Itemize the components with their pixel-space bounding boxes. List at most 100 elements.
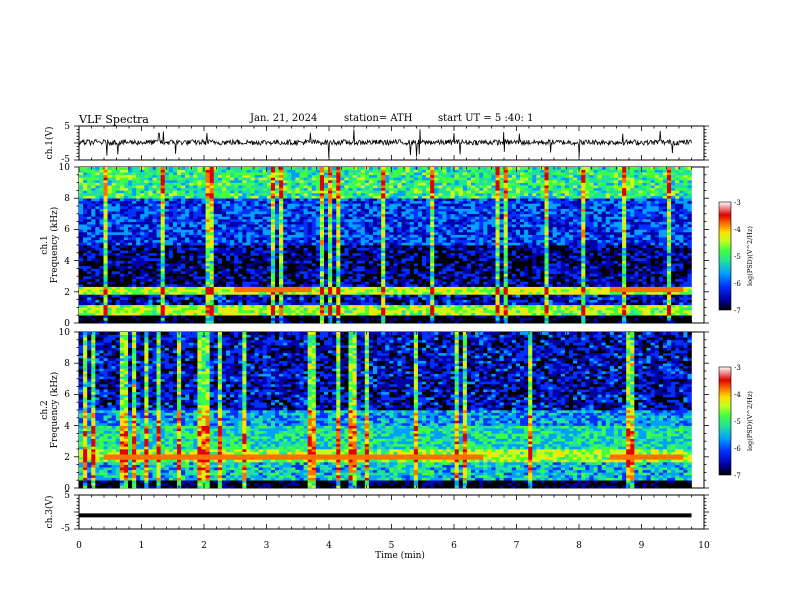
spectrogram-cell — [238, 247, 243, 251]
spectrogram-cell — [136, 239, 141, 243]
spectrogram-cell — [344, 239, 349, 243]
spectrogram-cell — [107, 234, 112, 238]
spectrogram-cell — [524, 304, 529, 308]
spectrogram-cell — [573, 299, 578, 303]
spectrogram-cell — [307, 247, 313, 251]
spectrogram-cell — [491, 247, 496, 251]
spectrogram-cell — [585, 268, 590, 272]
spectrogram-cell — [193, 304, 198, 308]
spectrogram-cell — [389, 310, 394, 313]
spectrogram-cell — [177, 302, 182, 306]
spectrogram-cell — [344, 286, 349, 290]
spectrogram-cell — [507, 281, 513, 285]
spectrogram-cell — [83, 281, 88, 285]
spectrogram-cell — [622, 245, 627, 248]
spectrogram-cell — [177, 289, 182, 293]
spectrogram-cell — [479, 317, 484, 321]
spectrogram-cell — [336, 317, 341, 321]
spectrogram-cell — [213, 234, 219, 238]
spectrogram-cell — [438, 320, 443, 324]
spectrogram-cell — [675, 307, 680, 311]
spectrogram-cell — [336, 294, 341, 298]
spectrogram-cell — [111, 268, 117, 272]
spectrogram-cell — [238, 242, 243, 246]
spectrogram-cell — [128, 320, 133, 324]
spectrogram-cell — [683, 284, 688, 287]
spectrogram-cell — [377, 284, 382, 287]
spectrogram-cell — [622, 312, 627, 316]
spectrogram-cell — [115, 307, 121, 311]
spectrogram-cell — [536, 286, 541, 290]
spectrogram-cell — [79, 263, 84, 267]
spectrogram-cell — [340, 294, 345, 298]
spectrogram-cell — [515, 291, 521, 295]
spectrogram-cell — [144, 297, 149, 300]
spectrogram-cell — [152, 281, 157, 285]
spectrogram-cell — [160, 289, 166, 293]
spectrogram-cell — [348, 255, 353, 259]
spectrogram-cell — [479, 245, 484, 248]
spectrogram-cell — [434, 317, 439, 321]
spectrogram-cell — [471, 297, 476, 300]
spectrogram-cell — [597, 317, 602, 321]
spectrogram-cell — [434, 245, 439, 248]
spectrogram-cell — [262, 276, 268, 280]
spectrogram-cell — [454, 278, 460, 282]
spectrogram-cell — [593, 320, 598, 324]
spectrogram-cell — [671, 286, 676, 290]
spectrogram-cell — [569, 278, 574, 282]
spectrogram-cell — [548, 294, 553, 298]
spectrogram-cell — [605, 278, 611, 282]
spectrogram-cell — [168, 291, 174, 295]
spectrogram-cell — [132, 310, 137, 313]
spectrogram-cell — [577, 250, 582, 254]
spectrogram-cell — [348, 268, 353, 272]
spectrogram-cell — [193, 245, 198, 248]
spectrogram-cell — [401, 273, 406, 277]
spectrogram-cell — [156, 299, 161, 303]
spectrogram-cell — [230, 255, 235, 259]
spectrogram-cell — [164, 317, 170, 321]
spectrogram-cell — [356, 317, 362, 321]
spectrogram-cell — [593, 312, 598, 316]
spectrogram-cell — [103, 302, 108, 306]
spectrogram-cell — [544, 252, 549, 256]
spectrogram-cell — [466, 310, 472, 313]
spectrogram-cell — [409, 304, 415, 308]
spectrogram-cell — [532, 245, 537, 248]
spectrogram-cell — [364, 307, 370, 311]
spectrogram-cell — [662, 239, 668, 243]
spectrogram-cell — [401, 294, 406, 298]
spectrogram-cell — [458, 278, 464, 282]
spectrogram-cell — [295, 252, 300, 256]
spectrogram-cell — [99, 289, 104, 293]
spectrogram-cell — [234, 312, 239, 316]
spectrogram-cell — [340, 281, 345, 285]
spectrogram-cell — [450, 245, 455, 248]
spectrogram-cell — [197, 247, 202, 251]
spectrogram-cell — [389, 294, 394, 298]
spectrogram-cell — [136, 260, 141, 264]
spectrogram-cell — [140, 294, 145, 298]
spectrogram-cell — [315, 284, 321, 287]
spectrogram-cell — [638, 289, 643, 293]
spectrogram-cell — [597, 284, 602, 287]
spectrogram-cell — [630, 250, 635, 254]
spectrogram-cell — [454, 284, 460, 287]
spectrogram-cell — [528, 263, 533, 267]
spectrogram-cell — [197, 278, 202, 282]
spectrogram-cell — [95, 273, 100, 277]
spectrogram-cell — [413, 310, 419, 313]
spectrogram-cell — [111, 291, 117, 295]
spectrogram-cell — [675, 273, 680, 277]
spectrogram-cell — [91, 242, 96, 246]
spectrogram-cell — [462, 304, 468, 308]
spectrogram-cell — [262, 304, 268, 308]
spectrogram-cell — [495, 297, 500, 300]
spectrogram-cell — [279, 252, 284, 256]
spectrogram-cell — [552, 284, 558, 287]
spectrogram-cell — [552, 307, 558, 311]
spectrogram-cell — [609, 307, 615, 311]
spectrogram-cell — [434, 273, 439, 277]
spectrogram-cell — [446, 252, 451, 256]
